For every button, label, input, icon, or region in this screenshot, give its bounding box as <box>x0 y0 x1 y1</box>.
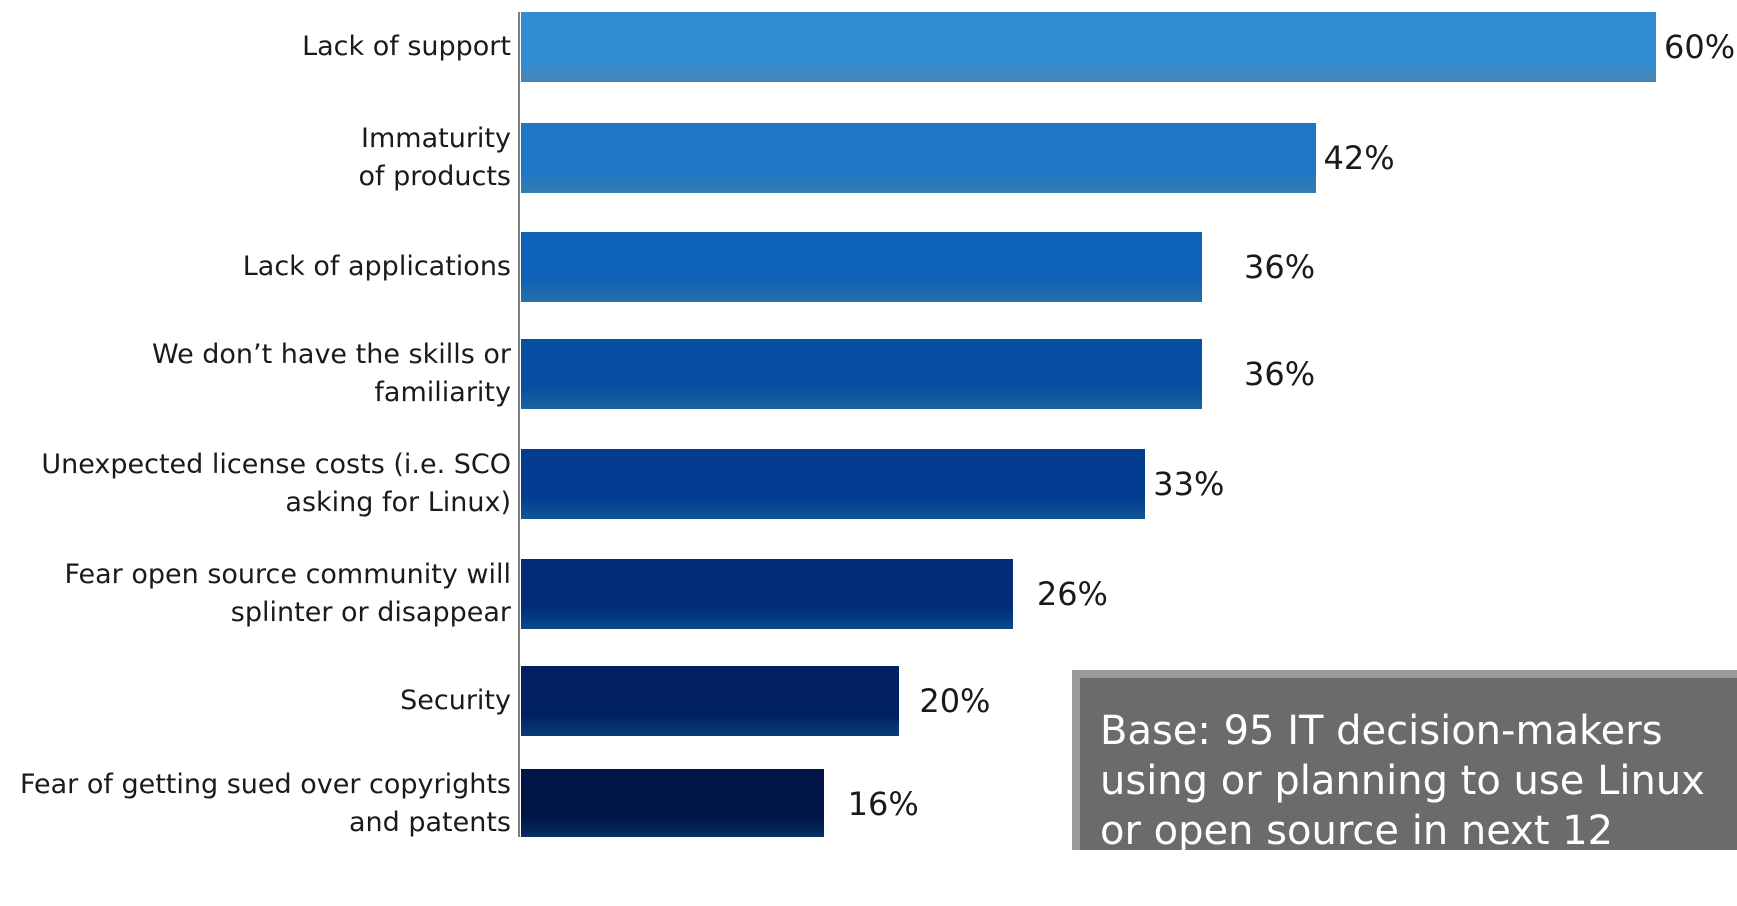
category-label: Lack of applications <box>242 251 511 282</box>
bar <box>521 666 900 736</box>
value-label: 36% <box>1244 248 1316 286</box>
category-label: Lack of support <box>302 31 511 62</box>
bar <box>521 449 1146 519</box>
value-label: 26% <box>1036 575 1108 613</box>
value-label: 16% <box>847 785 919 823</box>
value-label: 60% <box>1664 28 1736 66</box>
bar <box>521 12 1656 82</box>
category-label: Fear of getting sued over copyrights and… <box>19 769 511 837</box>
bar <box>521 232 1202 302</box>
value-label: 33% <box>1153 465 1225 503</box>
bar <box>521 339 1202 409</box>
category-label: We don’t have the skills or familiarity <box>151 339 511 408</box>
category-label: Fear open source community will splinter… <box>64 559 511 628</box>
base-note: Base: 95 IT decision-makers using or pla… <box>1072 670 1737 904</box>
bar <box>521 769 824 837</box>
bar <box>521 123 1316 193</box>
value-label: 20% <box>919 682 991 720</box>
y-axis-line <box>518 12 520 837</box>
category-label: Immaturity of products <box>358 123 511 192</box>
value-label: 42% <box>1323 139 1395 177</box>
base-note-text: Base: 95 IT decision-makers using or pla… <box>1100 708 1705 904</box>
category-label: Unexpected license costs (i.e. SCO askin… <box>41 449 511 518</box>
category-label: Security <box>400 685 511 716</box>
bar-chart: Lack of support 60% Immaturity of products… <box>19 12 1736 837</box>
value-label: 36% <box>1244 355 1316 393</box>
bar <box>521 559 1013 629</box>
